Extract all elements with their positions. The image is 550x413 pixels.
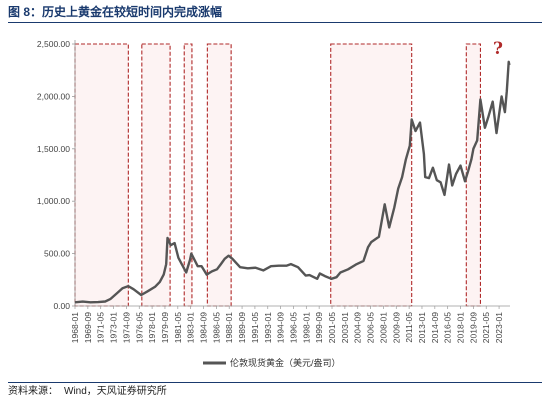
x-tick-label: 2018-01 [456,312,466,343]
x-tick-label: 2023-01 [494,312,504,343]
x-tick-label: 2006-05 [366,312,376,343]
source-note: 资料来源： Wind，天风证券研究所 [8,382,542,401]
highlight-box-1 [74,43,129,307]
x-tick-label: 1986-05 [211,312,221,343]
question-mark-annotation: ? [493,39,503,59]
x-tick-label: 1978-01 [147,312,157,343]
y-axis: 0.00 500.00 1,000.00 1,500.00 2,000.00 2,500.… [37,39,76,311]
y-tick-label: 2,500.00 [37,39,70,49]
series-layer [74,60,511,304]
x-tick-label: 2001-05 [327,312,337,343]
x-tick-label: 2004-09 [353,312,363,343]
series-line-1 [74,60,511,304]
x-tick-label: 1994-09 [276,312,286,343]
x-tick-label: 1988-01 [224,312,234,343]
highlight-box-6 [465,43,481,307]
x-tick-label: 1984-09 [199,312,209,343]
source-label: 资料来源： [8,386,58,397]
legend: 伦敦现货黄金（美元/盎司） [203,357,341,368]
x-tick-label: 1968-01 [70,312,80,343]
x-tick-label: 2016-05 [443,312,453,343]
highlight-box-5 [330,43,413,307]
x-tick-label: 2003-01 [340,312,350,343]
x-axis: 1968-01 1969-09 1971-05 1973-01 1974-09 1976-… [70,305,510,343]
x-tick-label: 1996-05 [288,312,298,343]
x-tick-label: 1991-05 [250,312,260,343]
source-text: Wind，天风证券研究所 [64,386,167,397]
x-tick-label: 1989-09 [237,312,247,343]
y-tick-label: 1,000.00 [37,196,70,206]
x-tick-label: 1976-05 [134,312,144,343]
legend-label: 伦敦现货黄金（美元/盎司） [230,357,341,368]
y-tick-label: 2,000.00 [37,91,70,101]
x-tick-label: 2019-09 [468,312,478,343]
x-tick-label: 1998-01 [301,312,311,343]
x-tick-label: 1973-01 [109,312,119,343]
x-tick-label: 1999-09 [314,312,324,343]
x-tick-label: 2021-05 [481,312,491,343]
x-tick-label: 2013-01 [417,312,427,343]
x-tick-label: 1971-05 [96,312,106,343]
x-tick-label: 2008-01 [378,312,388,343]
x-tick-label: 2011-05 [404,312,414,343]
y-tick-label: 1,500.00 [37,144,70,154]
figure-title: 图 8：历史上黄金在较短时间内完成涨幅 [8,3,542,23]
x-tick-label: 2009-09 [391,312,401,343]
x-tick-label: 1983-01 [186,312,196,343]
x-tick-label: 1993-01 [263,312,273,343]
y-tick-label: 500.00 [44,249,70,259]
x-tick-label: 1981-05 [173,312,183,343]
x-tick-label: 1979-09 [160,312,170,343]
x-tick-label: 1969-09 [83,312,93,343]
annotation-layer: ? [493,39,503,59]
x-tick-label: 2014-09 [430,312,440,343]
y-tick-label: 0.00 [53,301,70,311]
x-tick-label: 1974-09 [121,312,131,343]
